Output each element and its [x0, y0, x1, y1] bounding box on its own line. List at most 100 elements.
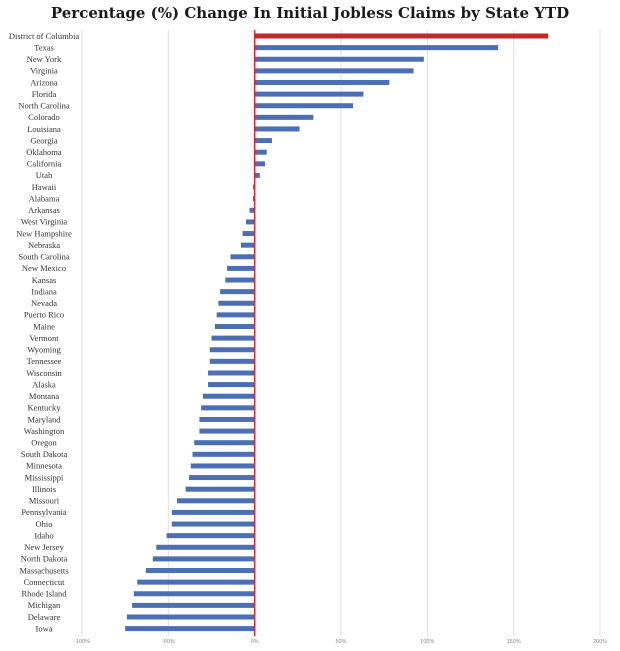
bar: [185, 486, 255, 492]
category-label: Ohio: [36, 519, 53, 529]
category-label: Nevada: [31, 298, 57, 308]
bar: [254, 138, 272, 144]
bar: [133, 591, 255, 597]
grid-lines: [81, 30, 601, 636]
category-label: New York: [27, 54, 62, 64]
category-label: Arizona: [30, 77, 58, 87]
category-label: Delaware: [28, 612, 61, 622]
x-tick-label: -100%: [74, 639, 90, 645]
bar: [218, 300, 255, 306]
bar: [132, 602, 255, 608]
category-label: Alaska: [32, 379, 56, 389]
category-label: Hawaii: [32, 182, 57, 192]
category-label: Washington: [24, 426, 65, 436]
category-label: Idaho: [34, 530, 53, 540]
bar: [254, 114, 314, 120]
bar: [240, 242, 255, 248]
bar: [254, 91, 364, 97]
bar: [220, 289, 255, 295]
category-label: Kentucky: [27, 403, 61, 413]
category-label: Minnesota: [26, 461, 62, 471]
bar: [156, 544, 255, 550]
category-label: Kansas: [32, 275, 57, 285]
bar: [171, 509, 255, 515]
bar: [254, 149, 267, 155]
bar: [192, 451, 255, 457]
bar: [225, 277, 255, 283]
bar: [126, 614, 255, 620]
category-label: Maryland: [27, 414, 61, 424]
category-label: Florida: [32, 89, 57, 99]
bar: [208, 382, 255, 388]
bar: [227, 265, 255, 271]
category-label: North Carolina: [18, 101, 69, 111]
bar: [194, 440, 255, 446]
bar: [246, 219, 255, 225]
category-label: Pennsylvania: [21, 507, 67, 517]
bar: [254, 103, 354, 109]
bar: [137, 579, 255, 585]
bar: [166, 533, 255, 539]
x-axis-ticks: -100% -50% 0% 50% 100% 150% 200%: [74, 639, 607, 645]
x-tick-label: 0%: [251, 639, 259, 645]
bar: [171, 521, 255, 527]
bar: [254, 79, 390, 85]
category-label: Indiana: [31, 286, 57, 296]
chart-title: Percentage (%) Change In Initial Jobless…: [50, 4, 570, 22]
bar: [125, 626, 255, 632]
bar: [209, 347, 255, 353]
category-label: Iowa: [36, 623, 53, 633]
bar: [254, 68, 414, 74]
category-label: Rhode Island: [21, 589, 67, 599]
category-label: Michigan: [28, 600, 61, 610]
category-label: Missouri: [29, 496, 60, 506]
category-label: New Mexico: [22, 263, 66, 273]
category-label: New Hampshire: [16, 228, 72, 238]
category-label: South Carolina: [18, 252, 69, 262]
x-tick-label: 50%: [335, 639, 346, 645]
bar: [242, 231, 255, 237]
bar: [202, 393, 255, 399]
bar: [252, 196, 255, 202]
x-tick-label: -50%: [162, 639, 175, 645]
bar: [199, 428, 255, 434]
category-label: Tennessee: [27, 356, 62, 366]
bar: [252, 184, 255, 190]
bar: [152, 556, 255, 562]
category-label: Illinois: [32, 484, 56, 494]
category-label: Virginia: [30, 66, 58, 76]
category-label: Utah: [36, 170, 53, 180]
category-label: California: [27, 159, 62, 169]
bar: [254, 45, 499, 51]
category-label: District of Columbia: [9, 31, 80, 41]
bar: [190, 463, 255, 469]
bar: [201, 405, 255, 411]
bar: [208, 370, 255, 376]
category-label: Mississippi: [25, 472, 64, 482]
bar: [254, 33, 549, 39]
bar: [199, 416, 255, 422]
bar: [249, 207, 255, 213]
category-label: Massachusetts: [19, 565, 68, 575]
bar: [211, 335, 255, 341]
category-label: Oregon: [31, 438, 57, 448]
x-tick-label: 200%: [593, 639, 607, 645]
category-label: Vermont: [29, 333, 59, 343]
bar: [209, 358, 255, 364]
x-tick-label: 150%: [507, 639, 521, 645]
bar: [230, 254, 255, 260]
category-label: Connecticut: [23, 577, 65, 587]
bar: [189, 475, 255, 481]
category-label: South Dakota: [21, 449, 68, 459]
category-label: Louisiana: [27, 124, 61, 134]
category-label: Colorado: [28, 112, 60, 122]
bar: [214, 324, 255, 329]
bar: [145, 568, 255, 574]
category-label: North Dakota: [21, 554, 68, 564]
category-label: Nebraska: [28, 240, 60, 250]
category-label: New Jersey: [24, 542, 64, 552]
bar: [216, 312, 255, 318]
category-label: Puerto Rico: [24, 310, 64, 320]
